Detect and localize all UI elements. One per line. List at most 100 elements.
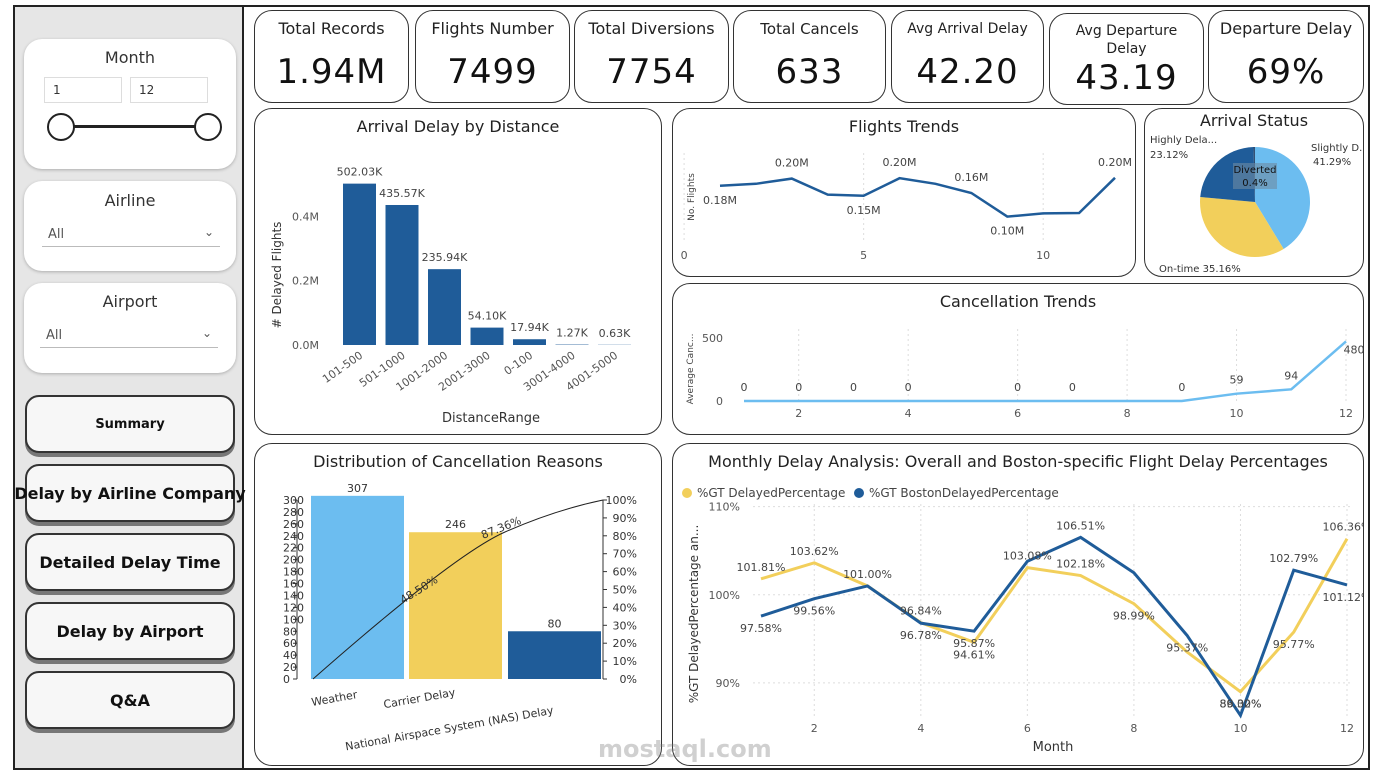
data-label: 106.36% [1323,521,1364,534]
bar [513,339,546,345]
data-label: 0.18M [703,194,737,207]
data-label: 0 [1178,381,1185,394]
y-tick-label: 90% [716,677,740,690]
panel-title: Arrival Delay by Distance [356,117,560,136]
cancellation-trends-panel: Cancellation Trends 500 0 Average Canc... 2… [672,283,1364,435]
data-label: 97.58% [740,622,782,635]
kpi-value: 42.20 [916,52,1019,92]
y-tick-label: 60 [283,637,297,650]
data-label: 235.94K [422,251,468,264]
y-tick-label: 240 [283,530,304,543]
data-label: 94.61% [953,648,995,661]
kpi-value: 7754 [606,52,697,92]
y-tick-label: 100% [709,589,740,602]
pie-label-box [1233,163,1277,189]
y-tick-label: 0.2M [292,275,319,288]
y2-tick-label: 70% [613,548,637,561]
y2-tick-label: 100% [606,494,637,507]
month-slicer: Month 1 12 [24,39,236,169]
pie-label: Slightly D... [1311,143,1364,154]
month-range-track [60,125,208,128]
y-axis-label: %GT DelayedPercentage an... [687,525,701,704]
kpi-departure-delay: Departure Delay 69% [1208,10,1364,103]
data-label: 103.62% [790,545,839,558]
y2-tick-label: 10% [613,655,637,668]
pie-slice [1200,196,1284,257]
cancellation-line [744,340,1347,403]
data-label: 96.78% [900,629,942,642]
pie-label: Highly Dela... [1150,135,1217,146]
x-tick-label: 10 [1233,722,1247,735]
airline-dropdown[interactable]: All ⌄ [42,223,220,247]
y2-tick-label: 50% [613,584,637,597]
bar [428,269,461,345]
x-tick-label: 8 [1130,722,1137,735]
data-label: 1.27K [556,327,588,340]
monthly-delay-chart: 90% 100% 110% 2 4 6 8 10 12 Month %GT DelayedPerce… [682,486,1364,755]
nav-detailed-delay-time-button[interactable]: Detailed Delay Time [25,533,235,591]
nav-summary-button[interactable]: Summary [25,395,235,453]
y-tick-label: 160 [283,578,304,591]
data-label: 86.32% [1219,697,1261,710]
y-tick-label: 500 [702,332,723,345]
data-label: 95.87% [953,637,995,650]
kpi-label: Total Cancels [760,20,859,38]
x-tick-label: 5 [860,249,867,262]
pie-label: 23.12% [1150,150,1188,161]
data-label: 89.00% [1219,698,1261,711]
y-tick-label: 140 [283,589,304,602]
data-label: 95.37% [1166,642,1208,655]
x-tick-label: Weather [310,688,358,709]
flights-trends-panel: Flights Trends 0 5 10 No. Flights 0.18M 0.20M… [672,108,1136,277]
month-slicer-title: Month [104,48,156,67]
legend-marker [682,488,692,498]
y-tick-label: 0.0M [292,339,319,352]
flights-trends-chart: 0 5 10 No. Flights 0.18M 0.20M 0.15M 0.20M 0.16M… [681,153,1132,262]
x-tick-label: 10 [1036,249,1050,262]
kpi-avg-departure-delay: Avg Departure Delay 43.19 [1049,13,1204,105]
airport-dropdown[interactable]: All ⌄ [40,324,218,348]
kpi-label: Avg Departure Delay [1075,23,1178,57]
month-from-input[interactable]: 1 [44,77,122,103]
x-tick-label: 0-100 [502,349,536,378]
series-line [760,535,1348,719]
nav-delay-by-airport-button[interactable]: Delay by Airport [25,602,235,660]
cancellation-trends-chart: 500 0 Average Canc... 2 4 6 8 10 12 0 0 0 0 0 0 0 59 94 48… [686,329,1363,420]
y2-tick-label: 80% [613,530,637,543]
data-label: 246 [445,518,466,531]
cancellation-reasons-panel: Distribution of Cancellation Reasons 0 20… [254,443,662,766]
y-tick-label: 40 [283,649,297,662]
month-to-input[interactable]: 12 [130,77,208,103]
y-tick-label: 0.4M [292,210,319,223]
month-range-end-handle[interactable] [194,113,222,141]
y-axis-label: Average Canc... [686,334,696,405]
y2-tick-label: 20% [613,637,637,650]
kpi-avg-arrival-delay: Avg Arrival Delay 42.20 [891,10,1044,103]
kpi-value: 69% [1246,52,1326,92]
y-tick-label: 300 [283,494,304,507]
x-tick-label: 4 [905,407,912,420]
kpi-flights-number: Flights Number 7499 [415,10,570,103]
data-label: 0 [1069,381,1076,394]
x-axis-label: DistanceRange [442,411,540,426]
y-tick-label: 110% [709,501,740,514]
x-tick-label: 12 [1340,722,1354,735]
data-label: 0 [741,381,748,394]
nav-qa-button[interactable]: Q&A [25,671,235,729]
airline-slicer: Airline All ⌄ [24,181,236,271]
data-label: 0.10M [990,225,1024,238]
data-label: 102.18% [1056,558,1105,571]
month-range-start-handle[interactable] [47,113,75,141]
data-label: 0 [850,381,857,394]
data-label: 435.57K [379,187,425,200]
data-label: 0 [1014,381,1021,394]
nav-delay-by-airline-button[interactable]: Delay by Airline Company [14,464,246,522]
airline-slicer-title: Airline [104,191,156,210]
panel-title: Monthly Delay Analysis: Overall and Bost… [708,452,1328,471]
data-label: 80 [548,617,562,630]
data-label: 102.79% [1269,552,1318,565]
y2-tick-label: 90% [613,512,637,525]
data-label: 95.77% [1273,638,1315,651]
kpi-label: Flights Number [431,19,554,38]
kpi-value: 1.94M [276,52,387,92]
